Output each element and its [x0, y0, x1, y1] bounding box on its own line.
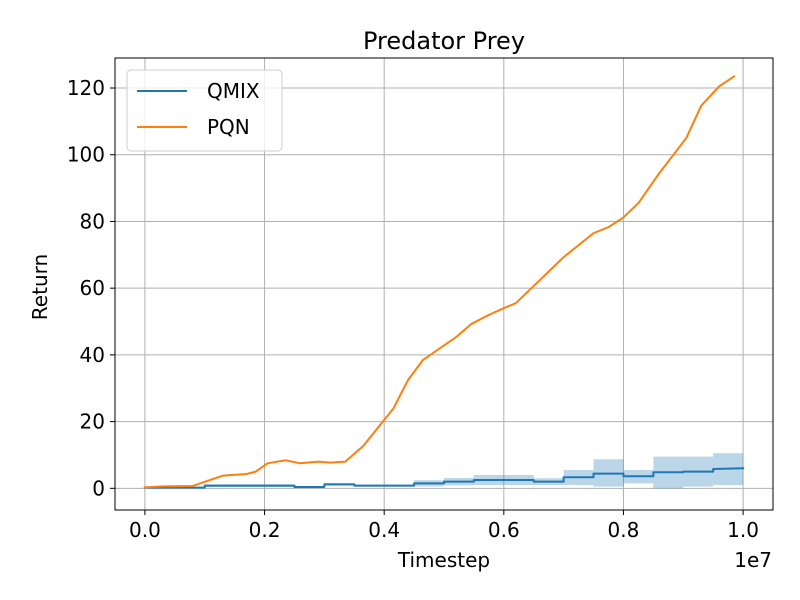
- plot-frame: [114, 57, 774, 511]
- qmix-confidence-band: [144, 453, 744, 489]
- x-tick-label: 1.0: [727, 518, 759, 542]
- x-tick-label: 0.6: [488, 518, 520, 542]
- grid-lines: [115, 58, 773, 510]
- x-tick-label: 0.8: [608, 518, 640, 542]
- y-axis-title: Return: [28, 254, 52, 320]
- x-tick-label: 0.4: [368, 518, 400, 542]
- confidence-bands: [144, 453, 744, 489]
- y-tick-label: 80: [80, 209, 105, 233]
- y-tick-label: 60: [80, 276, 105, 300]
- legend-label-qmix: QMIX: [207, 79, 260, 103]
- y-tick-label: 0: [92, 476, 105, 500]
- pqn-series-line: [143, 74, 736, 489]
- x-axis-offset-label: 1e7: [734, 548, 772, 572]
- x-tick-label: 0.0: [129, 518, 161, 542]
- y-tick-label: 100: [67, 143, 105, 167]
- x-tick-label: 0.2: [249, 518, 281, 542]
- y-tick-label: 120: [67, 76, 105, 100]
- axis-ticks: 0.0 0.2 0.4 0.6 0.8 1.0 0 20 40 60 80 100 120: [67, 76, 759, 542]
- series-lines: [143, 74, 745, 489]
- chart-title: Predator Prey: [363, 27, 525, 55]
- qmix-series-line: [143, 467, 745, 489]
- y-tick-label: 40: [80, 343, 105, 367]
- legend: QMIX PQN: [126, 69, 283, 152]
- x-axis-title: Timestep: [397, 548, 490, 572]
- legend-label-pqn: PQN: [207, 115, 250, 139]
- y-tick-label: 20: [80, 410, 105, 434]
